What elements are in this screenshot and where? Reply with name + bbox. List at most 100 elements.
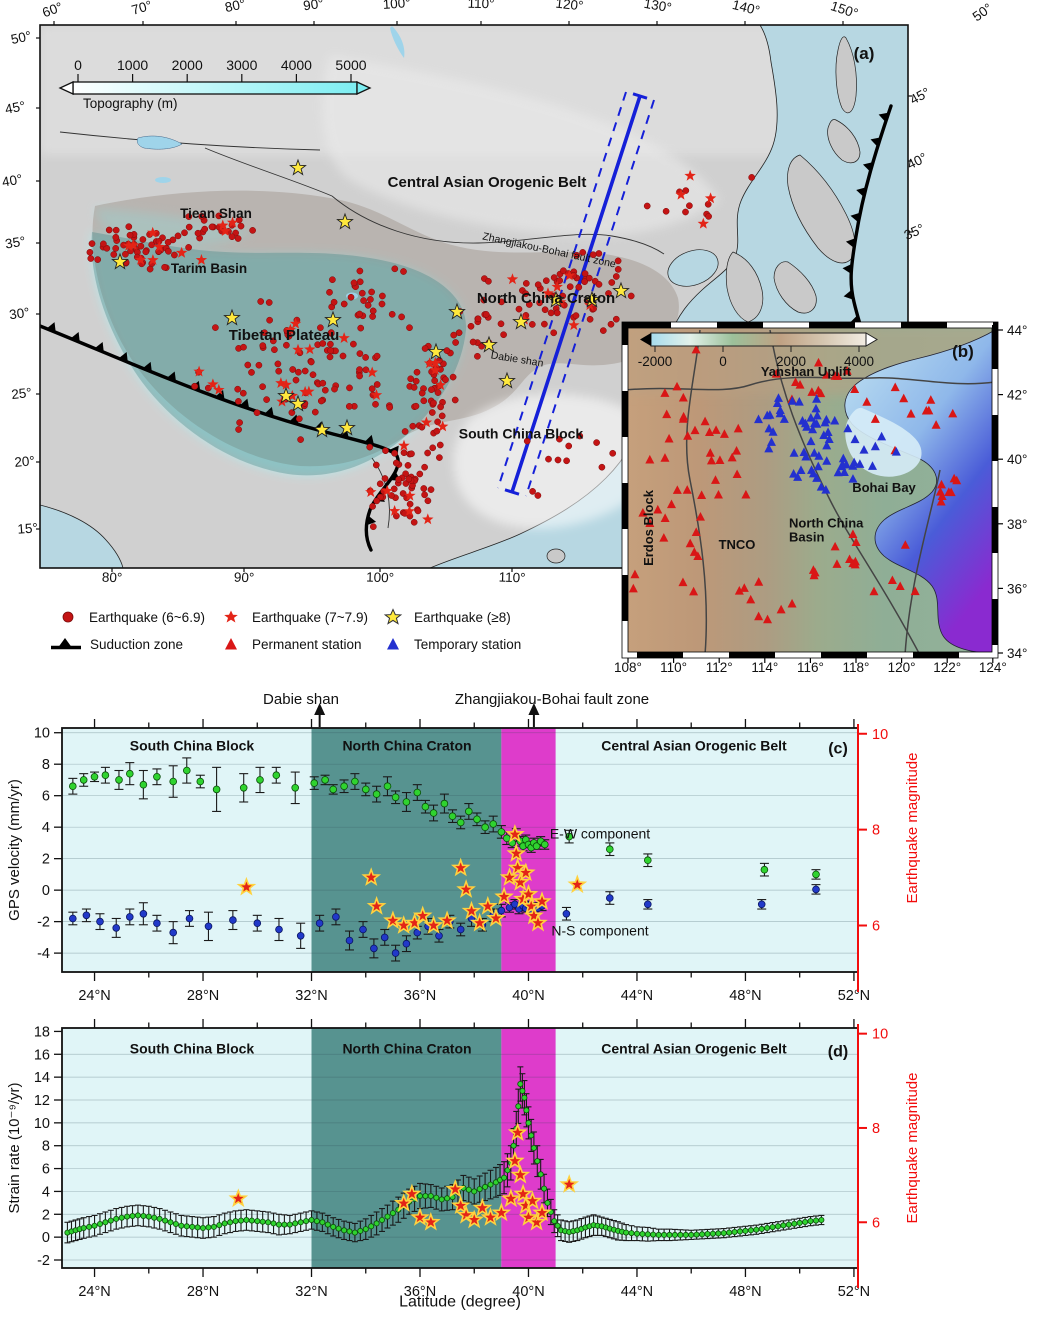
panel-c-tag: (c) xyxy=(828,740,848,758)
panel-b-inset-map: -2000 0 2000 4000 108° 110° 112° 114° 116° 118° 12… xyxy=(614,321,1027,675)
svg-text:2000: 2000 xyxy=(172,57,203,73)
svg-text:0: 0 xyxy=(42,1230,50,1246)
svg-text:38°: 38° xyxy=(1007,517,1027,532)
panel-a-tag: (a) xyxy=(853,44,875,64)
topography-colorbar: 0 1000 2000 3000 4000 5000 xyxy=(58,57,372,96)
earthquake-magnitude-axis-title-c: Earthquake magnitude xyxy=(904,752,922,904)
legend-label: Earthquake (≥8) xyxy=(414,609,511,625)
svg-text:110°: 110° xyxy=(467,0,494,11)
label-south-china-block: South China Block xyxy=(458,425,584,442)
svg-text:52°N: 52°N xyxy=(838,988,870,1004)
label-erdos-block: Erdos Block xyxy=(641,490,657,566)
svg-text:28°N: 28°N xyxy=(187,988,219,1004)
label-tnco: TNCO xyxy=(718,537,756,553)
svg-text:90°: 90° xyxy=(234,570,255,586)
label-yanshan-uplift: Yanshan Uplift xyxy=(760,364,852,380)
svg-text:12: 12 xyxy=(34,1093,50,1109)
svg-text:50°: 50° xyxy=(10,28,33,47)
svg-text:36°: 36° xyxy=(1007,581,1027,596)
temporary-station-icon xyxy=(387,638,399,650)
earthquake-stars-c xyxy=(236,824,588,934)
svg-text:118°: 118° xyxy=(843,660,870,675)
svg-text:114°: 114° xyxy=(751,660,778,675)
svg-text:48°N: 48°N xyxy=(729,1284,761,1300)
svg-text:35°: 35° xyxy=(4,234,27,252)
panel-b-axis-labels: 108° 110° 112° 114° 116° 118° 120° 122° 124° 44° 4… xyxy=(614,323,1027,675)
chart-panel-c: 24°N 28°N 32°N 36°N 40°N 44°N 48°N 52°N -4 -2 0 2 4 6… xyxy=(34,703,888,1004)
legend-item-temporary-station: Temporary station xyxy=(380,635,521,653)
svg-text:-4: -4 xyxy=(37,946,50,962)
svg-text:42°: 42° xyxy=(1007,388,1027,403)
svg-text:44°N: 44°N xyxy=(621,988,653,1004)
legend-label: Earthquake (6~6.9) xyxy=(89,609,205,625)
svg-text:15°: 15° xyxy=(17,520,38,536)
svg-text:4: 4 xyxy=(42,820,50,836)
subduction-zone-icon xyxy=(51,638,81,650)
big-earthquake-star-icon xyxy=(383,608,403,625)
svg-text:112°: 112° xyxy=(706,660,733,675)
svg-text:10: 10 xyxy=(34,726,50,742)
svg-text:44°N: 44°N xyxy=(621,1284,653,1300)
svg-text:4000: 4000 xyxy=(281,57,312,73)
svg-text:6: 6 xyxy=(872,1215,880,1231)
svg-text:-2: -2 xyxy=(37,1253,50,1269)
svg-text:8: 8 xyxy=(42,757,50,773)
svg-text:-2: -2 xyxy=(37,915,50,931)
legend-item-earthquake-7: Earthquake (7~7.9) xyxy=(218,608,368,626)
region-label-north-china-craton-d: North China Craton xyxy=(342,1040,472,1057)
svg-text:1000: 1000 xyxy=(117,57,148,73)
legend-label: Temporary station xyxy=(414,636,522,652)
svg-text:70°: 70° xyxy=(130,0,154,18)
label-bohai-bay: Bohai Bay xyxy=(852,480,916,496)
svg-text:4000: 4000 xyxy=(844,354,874,369)
svg-text:36°N: 36°N xyxy=(404,988,436,1004)
region-label-caob-c: Central Asian Orogenic Belt xyxy=(601,737,787,754)
series-n-s-component xyxy=(68,884,821,962)
svg-text:45°: 45° xyxy=(4,98,27,117)
annotation-dabie-shan: Dabie shan xyxy=(263,691,339,709)
region-label-south-china-block-c: South China Block xyxy=(129,737,255,754)
svg-text:2: 2 xyxy=(42,852,50,868)
svg-text:100°: 100° xyxy=(366,570,394,586)
legend-label: Suduction zone xyxy=(90,636,184,652)
svg-text:2: 2 xyxy=(42,1207,50,1223)
panel-d-tag: (d) xyxy=(827,1043,849,1061)
svg-text:50°: 50° xyxy=(970,0,995,24)
panel-a-earthquakes xyxy=(86,158,756,531)
legend-item-earthquake-6: Earthquake (6~6.9) xyxy=(55,608,205,626)
svg-text:24°N: 24°N xyxy=(78,1284,110,1300)
annotation-zhangjiakou-bohai-fault-zone: Zhangjiakou-Bohai fault zone xyxy=(454,691,650,709)
svg-text:8: 8 xyxy=(42,1139,50,1155)
svg-text:32°N: 32°N xyxy=(295,1284,327,1300)
svg-text:6: 6 xyxy=(42,1162,50,1178)
latitude-axis-title: Latitude (degree) xyxy=(399,1293,521,1311)
svg-text:40°N: 40°N xyxy=(512,988,544,1004)
svg-text:16: 16 xyxy=(34,1047,50,1063)
panel-a-axis-labels: 60° 70° 80° 90° 100° 110° 120° 130° 140° 150° 50° 5… xyxy=(1,0,995,585)
region-label-south-china-block-d: South China Block xyxy=(129,1040,255,1057)
svg-text:40°: 40° xyxy=(1,171,24,189)
svg-text:-2000: -2000 xyxy=(638,354,673,369)
svg-text:20°: 20° xyxy=(14,453,36,470)
svg-text:5000: 5000 xyxy=(335,57,366,73)
earthquake-magnitude-axis-title-d: Earthquake magnitude xyxy=(904,1072,922,1224)
svg-text:80°: 80° xyxy=(102,570,123,586)
label-ew-component: E-W component xyxy=(549,825,651,842)
svg-text:2000: 2000 xyxy=(776,354,806,369)
label-tarim-basin: Tarim Basin xyxy=(170,260,248,276)
svg-text:52°N: 52°N xyxy=(838,1284,870,1300)
svg-text:100°: 100° xyxy=(382,0,411,12)
svg-text:48°N: 48°N xyxy=(729,988,761,1004)
panel-b-stations xyxy=(628,344,962,624)
svg-text:40°N: 40°N xyxy=(512,1284,544,1300)
svg-text:4: 4 xyxy=(42,1184,50,1200)
svg-text:80°: 80° xyxy=(224,0,247,15)
gps-velocity-axis-title: GPS velocity (mm/yr) xyxy=(6,779,24,921)
region-label-caob-d: Central Asian Orogenic Belt xyxy=(601,1040,787,1057)
legend-label: Permanent station xyxy=(252,636,362,652)
svg-text:108°: 108° xyxy=(614,660,642,675)
svg-text:116°: 116° xyxy=(797,660,824,675)
permanent-station-icon xyxy=(225,638,237,650)
